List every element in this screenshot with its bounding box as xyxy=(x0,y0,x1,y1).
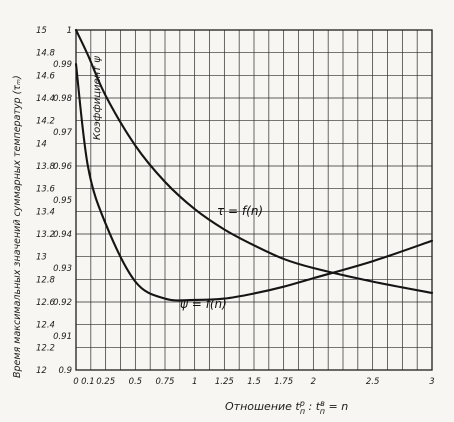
y-tick-label-psi: 0.9 xyxy=(58,366,72,376)
x-tick-label: 1.75 xyxy=(274,377,293,387)
plot-border xyxy=(75,29,433,371)
x-tick-label: 0.5 xyxy=(129,377,143,387)
x-tick-label: 0.25 xyxy=(96,377,115,387)
y-tick-label-tau: 14 xyxy=(36,139,47,149)
x-tick-label: 1.5 xyxy=(247,377,261,387)
y-tick-label-psi: 0.96 xyxy=(53,162,73,172)
y-tick-label-tau: 12 xyxy=(36,366,47,376)
x-tick-label: 0 xyxy=(73,377,78,387)
x-tick-label: 2 xyxy=(311,377,316,387)
y-tick-label-psi: 0.98 xyxy=(53,94,73,104)
y-tick-label-tau: 15 xyxy=(36,26,47,36)
psi-curve-label: ψ = f(n) xyxy=(180,297,227,311)
x-axis-label: Отношение tр п : tв п = n xyxy=(225,399,348,416)
x-tick-label: 3 xyxy=(429,377,434,387)
y-tick-label-psi: 0.97 xyxy=(53,128,73,138)
x-tick-label: 0.75 xyxy=(156,377,175,387)
y-tick-label-tau: 14.6 xyxy=(36,71,56,81)
tau-curve-label: τ = f(n) xyxy=(217,204,263,218)
grid xyxy=(75,29,433,371)
x-tick-label: 1.25 xyxy=(215,377,234,387)
y-tick-label-psi: 0.93 xyxy=(53,264,72,274)
y-tick-label-psi: 0.99 xyxy=(53,60,72,70)
tick-labels: 0 0.1 0.25 0.5 0.75 1 1.25 1.5 1.75 2 2.5 3 15 14.8 14… xyxy=(36,26,435,387)
curves xyxy=(74,28,434,302)
y-tick-label-tau: 13.6 xyxy=(36,185,56,195)
x-tick-label: 0.1 xyxy=(81,377,95,387)
y-tick-label-psi: 0.95 xyxy=(53,196,72,206)
tau-curve-line xyxy=(74,28,434,294)
y-tick-label-tau: 13.2 xyxy=(36,230,55,240)
x-tick-label: 1 xyxy=(192,377,197,387)
y-tick-label-tau: 13 xyxy=(36,253,47,263)
y-tick-label-tau: 14.4 xyxy=(36,94,55,104)
y-tick-label-tau: 14.2 xyxy=(36,117,55,127)
y-tick-label-tau: 12.4 xyxy=(36,321,55,331)
y-tick-label-psi: 0.91 xyxy=(53,332,72,342)
y-tick-label-psi: 1 xyxy=(67,26,72,36)
plot-frame xyxy=(75,29,433,371)
psi-curve-line xyxy=(74,62,434,302)
y-axis-label-inner: Коэффициент ψ xyxy=(92,56,103,140)
y-tick-label-tau: 12.2 xyxy=(36,343,55,353)
y-tick-label-tau: 13.8 xyxy=(36,162,56,172)
y-tick-label-psi: 0.92 xyxy=(53,298,72,308)
y-tick-label-tau: 12.6 xyxy=(36,298,56,308)
y-axis-label-outer: Время максимальных значений суммарных те… xyxy=(12,75,23,378)
y-tick-label-tau: 12.8 xyxy=(36,275,56,285)
x-tick-label: 2.5 xyxy=(366,377,380,387)
y-tick-label-psi: 0.94 xyxy=(53,230,72,240)
y-tick-label-tau: 14.8 xyxy=(36,49,56,59)
y-tick-label-tau: 13.4 xyxy=(36,207,55,217)
